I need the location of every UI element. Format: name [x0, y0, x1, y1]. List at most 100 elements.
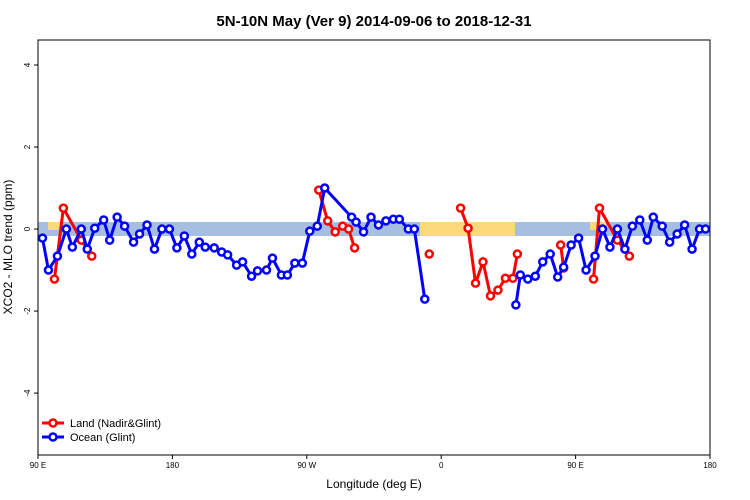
data-point	[478, 257, 488, 267]
data-point	[119, 221, 130, 231]
x-tick-label: 90 W	[297, 461, 316, 470]
data-point	[394, 214, 405, 224]
data-point	[624, 251, 635, 261]
x-tick-label: 90 E	[567, 461, 583, 470]
data-point	[187, 249, 197, 259]
data-point	[222, 250, 233, 260]
data-point	[463, 223, 473, 233]
data-point	[82, 244, 93, 254]
data-point	[179, 231, 190, 241]
data-point	[515, 270, 526, 280]
legend-marker	[48, 432, 58, 442]
legend-marker	[48, 418, 58, 428]
y-tick-label: -4	[23, 389, 32, 397]
data-point	[493, 285, 503, 295]
data-point	[409, 224, 420, 234]
data-point	[87, 251, 97, 261]
x-tick-label: 0	[439, 461, 444, 470]
data-point	[612, 224, 623, 234]
data-point	[200, 242, 211, 252]
data-point	[530, 271, 541, 281]
data-point	[424, 249, 435, 259]
data-point	[330, 227, 340, 237]
data-point	[664, 237, 675, 247]
data-point	[366, 212, 376, 222]
data-point	[104, 235, 115, 245]
x-tick-label: 180	[703, 461, 717, 470]
land-band	[48, 222, 62, 230]
data-point	[420, 294, 430, 304]
data-point	[49, 274, 60, 284]
data-point	[555, 240, 566, 250]
data-point	[635, 215, 645, 225]
data-point	[508, 273, 518, 284]
x-tick-label: 90 E	[30, 461, 46, 470]
data-point	[605, 242, 615, 252]
data-point	[209, 243, 219, 253]
data-point	[37, 233, 48, 243]
y-tick-label: 0	[23, 226, 32, 231]
data-point	[282, 270, 293, 280]
chart-title: 5N-10N May (Ver 9) 2014-09-06 to 2018-12…	[216, 13, 531, 30]
data-point	[537, 257, 548, 267]
y-tick-label: 2	[23, 144, 32, 149]
data-point	[373, 220, 384, 230]
data-point	[588, 274, 599, 284]
ocean-band	[38, 222, 710, 236]
data-point	[312, 221, 323, 231]
data-point	[523, 274, 533, 284]
data-point	[594, 203, 605, 213]
data-point	[261, 265, 272, 275]
data-point	[172, 243, 182, 253]
data-point	[512, 249, 523, 259]
data-point	[500, 273, 511, 284]
data-point	[112, 212, 122, 222]
legend-label: Land (Nadir&Glint)	[70, 418, 161, 430]
data-point	[319, 183, 330, 193]
data-point	[128, 237, 139, 247]
data-point	[194, 237, 205, 247]
data-point	[246, 271, 257, 281]
data-point	[648, 212, 659, 222]
data-point	[642, 235, 653, 245]
data-point	[485, 291, 496, 301]
data-point	[43, 265, 54, 275]
data-point	[620, 244, 630, 254]
data-point	[657, 221, 667, 231]
data-point	[305, 226, 315, 236]
data-point	[58, 203, 69, 213]
data-point	[566, 240, 576, 250]
y-tick-label: -2	[23, 307, 32, 315]
data-point	[545, 249, 555, 259]
data-point	[52, 251, 63, 261]
data-point	[470, 278, 481, 288]
data-point	[297, 258, 308, 268]
data-point	[322, 216, 333, 226]
data-point	[61, 224, 72, 234]
x-axis-label: Longitude (deg E)	[326, 477, 421, 491]
data-point	[511, 300, 521, 310]
legend-label: Ocean (Glint)	[70, 432, 135, 444]
data-point	[252, 266, 263, 276]
data-point	[590, 251, 600, 261]
data-point	[343, 224, 354, 234]
y-axis-label: XCO2 - MLO trend (ppm)	[1, 180, 15, 315]
data-point	[349, 243, 360, 253]
data-point	[267, 253, 278, 263]
data-point	[552, 272, 563, 282]
data-point	[573, 233, 584, 243]
data-point	[687, 244, 697, 254]
x-tick-label: 180	[166, 461, 180, 470]
data-point	[157, 224, 167, 234]
data-point	[597, 224, 608, 234]
data-point	[67, 242, 78, 252]
data-point	[351, 217, 361, 227]
data-point	[581, 265, 591, 275]
data-point	[455, 203, 466, 213]
data-point	[679, 220, 690, 230]
data-point	[142, 220, 152, 230]
data-point	[149, 244, 160, 254]
data-point	[700, 224, 711, 234]
